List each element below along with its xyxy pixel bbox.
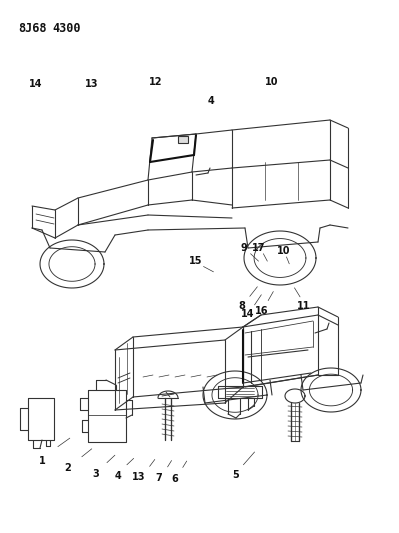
Text: 10: 10: [265, 77, 278, 87]
Text: 14: 14: [241, 310, 254, 319]
Text: 13: 13: [85, 79, 99, 89]
Text: 8: 8: [238, 302, 245, 311]
Text: 5: 5: [232, 471, 239, 480]
Text: 3: 3: [93, 470, 99, 479]
Text: 13: 13: [132, 472, 146, 482]
Text: 9: 9: [240, 243, 247, 253]
Text: 7: 7: [156, 473, 162, 483]
Text: 4: 4: [208, 96, 215, 106]
Text: 17: 17: [252, 243, 265, 253]
Text: 4300: 4300: [52, 22, 81, 35]
Text: 1: 1: [39, 456, 45, 466]
Text: 11: 11: [296, 302, 310, 311]
Text: 4: 4: [115, 471, 121, 481]
Text: 10: 10: [277, 246, 290, 255]
Text: 8J68: 8J68: [18, 22, 47, 35]
Text: 16: 16: [255, 306, 269, 316]
Text: 2: 2: [65, 463, 71, 473]
Text: 12: 12: [149, 77, 162, 87]
Text: 15: 15: [189, 256, 202, 266]
Text: 14: 14: [29, 79, 43, 89]
Bar: [178, 136, 188, 143]
Text: 6: 6: [172, 474, 178, 483]
